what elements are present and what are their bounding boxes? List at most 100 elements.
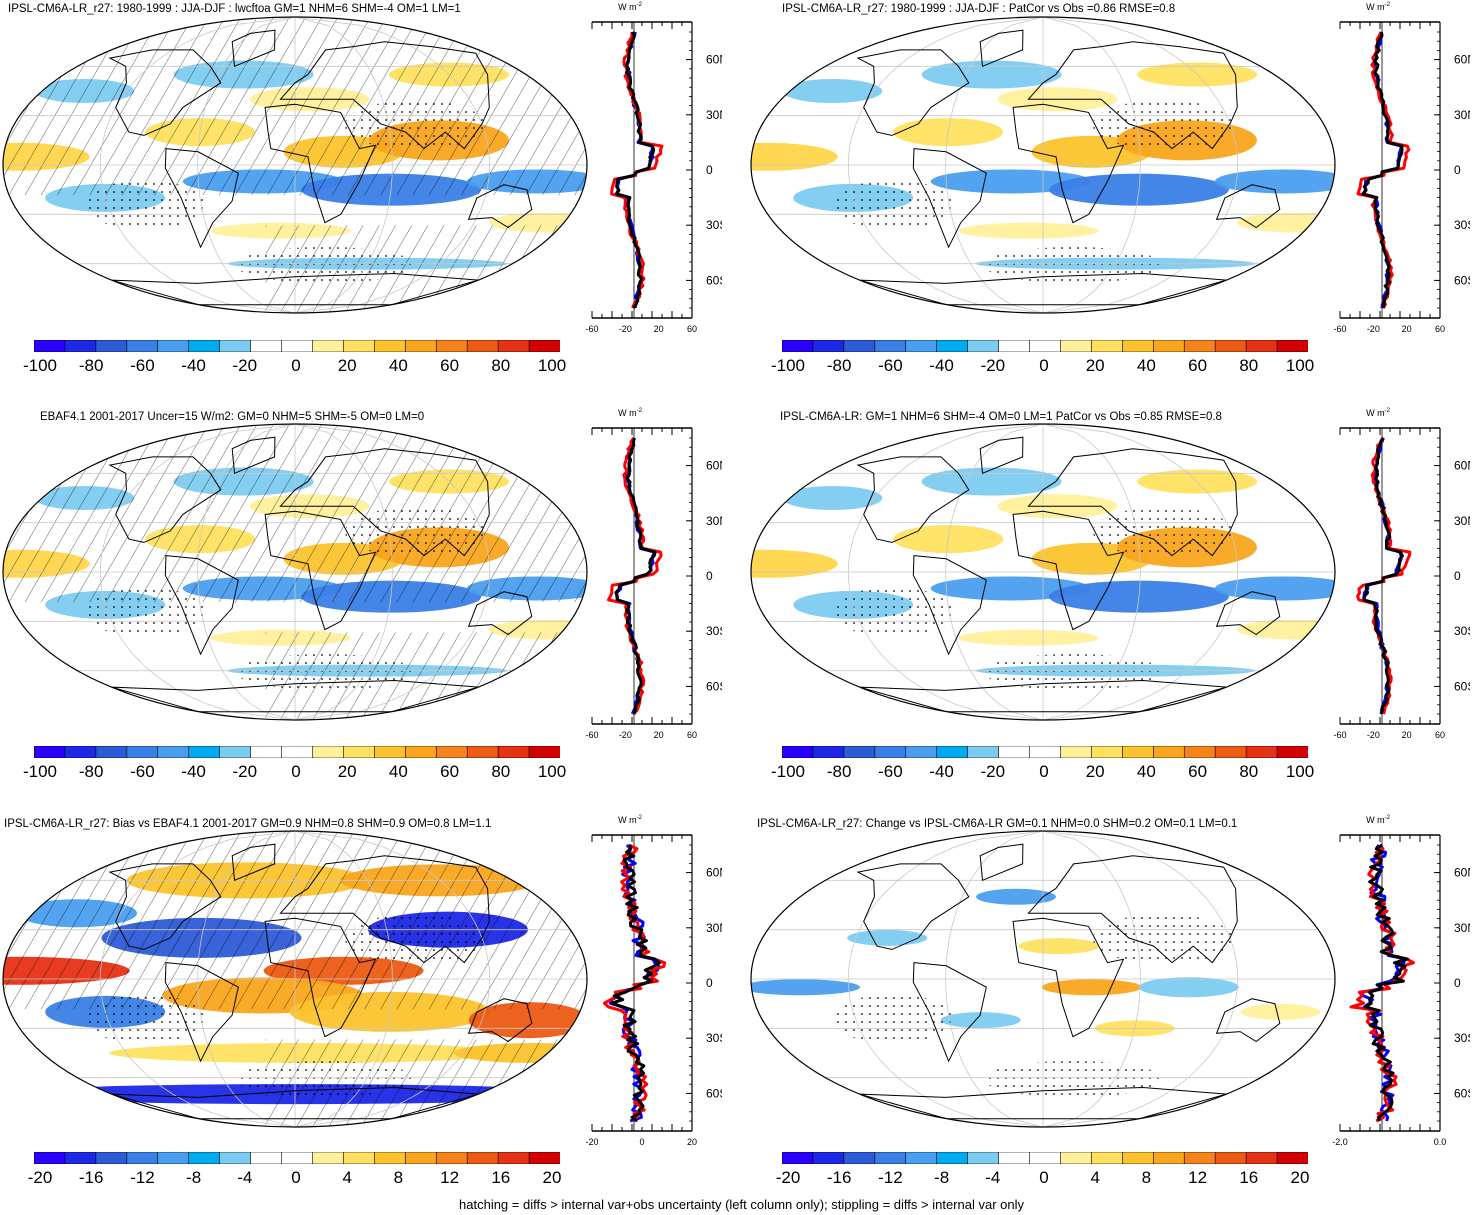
colorbar-swatch <box>1029 340 1062 352</box>
model-profile-line <box>602 843 667 1122</box>
lat-label: 0 <box>706 163 713 177</box>
map-panel-6 <box>750 830 1336 1128</box>
colorbar-swatch <box>905 746 938 758</box>
colorbar-swatch <box>936 1152 969 1164</box>
profile-xtick: -60 <box>1333 324 1346 334</box>
panel-title-4: IPSL-CM6A-LR: GM=1 NHM=6 SHM=-4 OM=0 LM=… <box>780 411 1222 423</box>
colorbar-swatch <box>1029 1152 1062 1164</box>
footer-note: hatching = diffs > internal var+obs unce… <box>459 1197 1024 1212</box>
colorbar-swatch <box>34 746 66 758</box>
colorbar-swatch <box>219 746 252 758</box>
colorbar-swatch <box>64 340 97 352</box>
colorbar-swatch <box>782 746 814 758</box>
lat-label: 30N <box>1454 921 1470 935</box>
colorbar-labels-3: -100 -80 -60 -40 -20 0 20 40 60 80 100 <box>23 762 566 784</box>
profile-xtick: 20 <box>1402 730 1412 740</box>
colorbar-swatch <box>126 1152 159 1164</box>
colorbar-swatch <box>874 340 907 352</box>
profile-xtick: -20 <box>619 324 632 334</box>
lat-label: 30S <box>1454 218 1470 232</box>
colorbar-swatch <box>1214 746 1247 758</box>
colorbar-tick-label: -20 <box>775 1168 801 1187</box>
panel-title-6: IPSL-CM6A-LR_r27: Change vs IPSL-CM6A-LR… <box>757 818 1238 830</box>
colorbar-swatch <box>374 1152 407 1164</box>
colorbar-tick-label: -80 <box>78 356 104 375</box>
colorbar-tick-label: -40 <box>929 762 954 781</box>
colorbar-tick-label: -20 <box>232 356 258 375</box>
colorbar-swatch <box>782 1152 814 1164</box>
profile-xtick: 60 <box>1435 730 1445 740</box>
profile-xtick: 60 <box>687 324 697 334</box>
colorbar-tick-label: -16 <box>826 1168 852 1187</box>
colorbar-swatch <box>998 746 1031 758</box>
colorbar-tick-label: -100 <box>22 762 58 781</box>
colorbar-swatch <box>250 1152 283 1164</box>
colorbar-tick-label: -8 <box>186 1168 202 1187</box>
panel-title-2: IPSL-CM6A-LR_r27: 1980-1999 : JJA-DJF : … <box>782 3 1176 15</box>
colorbar-swatch <box>874 1152 907 1164</box>
lat-label: 60S <box>706 1086 722 1100</box>
colorbar-tick-label: -20 <box>980 762 1006 781</box>
colorbar-tick-label: 20 <box>1290 1168 1310 1187</box>
colorbar-swatch <box>435 1152 468 1164</box>
colorbar-swatch <box>1091 746 1124 758</box>
lat-label: 30S <box>1454 1031 1470 1045</box>
colorbar-swatch <box>497 340 530 352</box>
map-panel-5 <box>2 830 588 1128</box>
colorbar-labels-6: -20 -16 -12 -8 -4 0 4 8 12 16 20 <box>776 1168 1310 1190</box>
profile-xtick: 20 <box>654 730 664 740</box>
colorbar-swatch <box>404 746 438 758</box>
lat-label: 30S <box>706 624 722 638</box>
colorbar-tick-label: 12 <box>440 1168 460 1187</box>
colorbar-tick-label: -80 <box>826 356 852 375</box>
colorbar-tick-label: 100 <box>537 356 567 375</box>
colorbar-swatch <box>1276 746 1308 758</box>
colorbar-tick-label: 40 <box>1136 356 1156 375</box>
colorbar-tick-label: 20 <box>542 1168 562 1187</box>
profile-unit-label: W m-2 <box>618 815 642 825</box>
colorbar-swatch <box>1060 746 1093 758</box>
colorbar-swatch <box>967 340 1000 352</box>
colorbar-swatch <box>1152 746 1186 758</box>
profile-xtick: -20 <box>1367 730 1380 740</box>
colorbar-labels-1: -100 -80 -60 -40 -20 0 20 40 60 80 100 <box>23 356 566 378</box>
colorbar-tick-label: -20 <box>980 356 1006 375</box>
colorbar-swatch <box>1091 1152 1124 1164</box>
colorbar-6 <box>782 1152 1308 1164</box>
colorbar-tick-label: 0 <box>1039 762 1049 781</box>
colorbar-swatch <box>250 340 283 352</box>
profile-unit-label: W m-2 <box>1366 2 1390 12</box>
colorbar-swatch <box>782 340 814 352</box>
colorbar-swatch <box>374 746 407 758</box>
colorbar-tick-label: 60 <box>1188 356 1208 375</box>
colorbar-tick-label: -60 <box>878 356 903 375</box>
colorbar-tick-label: -20 <box>27 1168 53 1187</box>
colorbar-swatch <box>404 340 438 352</box>
map-panel-2 <box>750 16 1336 314</box>
lat-label: 60S <box>706 273 722 287</box>
colorbar-swatch <box>312 1152 345 1164</box>
lat-label: 30S <box>706 218 722 232</box>
colorbar-swatch <box>466 340 499 352</box>
profile-xtick: -60 <box>585 324 598 334</box>
colorbar-swatch <box>1183 340 1216 352</box>
profile-unit-label: W m-2 <box>618 2 642 12</box>
colorbar-tick-label: 12 <box>1188 1168 1208 1187</box>
model-profile-line <box>607 437 663 716</box>
colorbar-swatch <box>34 1152 66 1164</box>
colorbar-swatch <box>1183 1152 1216 1164</box>
colorbar-swatch <box>812 746 845 758</box>
lat-label: 60S <box>1454 273 1470 287</box>
colorbar-tick-label: 80 <box>1239 762 1259 781</box>
colorbar-swatch <box>812 340 845 352</box>
colorbar-swatch <box>404 1152 438 1164</box>
colorbar-swatch <box>1122 746 1155 758</box>
colorbar-5 <box>34 1152 560 1164</box>
colorbar-labels-4: -100 -80 -60 -40 -20 0 20 40 60 80 100 <box>771 762 1314 784</box>
colorbar-swatch <box>936 340 969 352</box>
zonal-profile-3: W m-2 60N 30N 0 30S 60S -60 -20 20 60 <box>585 408 722 740</box>
model-profile-line <box>1356 437 1412 715</box>
colorbar-tick-label: -8 <box>934 1168 950 1187</box>
colorbar-swatch <box>157 1152 190 1164</box>
ref-profile-line <box>614 437 657 715</box>
